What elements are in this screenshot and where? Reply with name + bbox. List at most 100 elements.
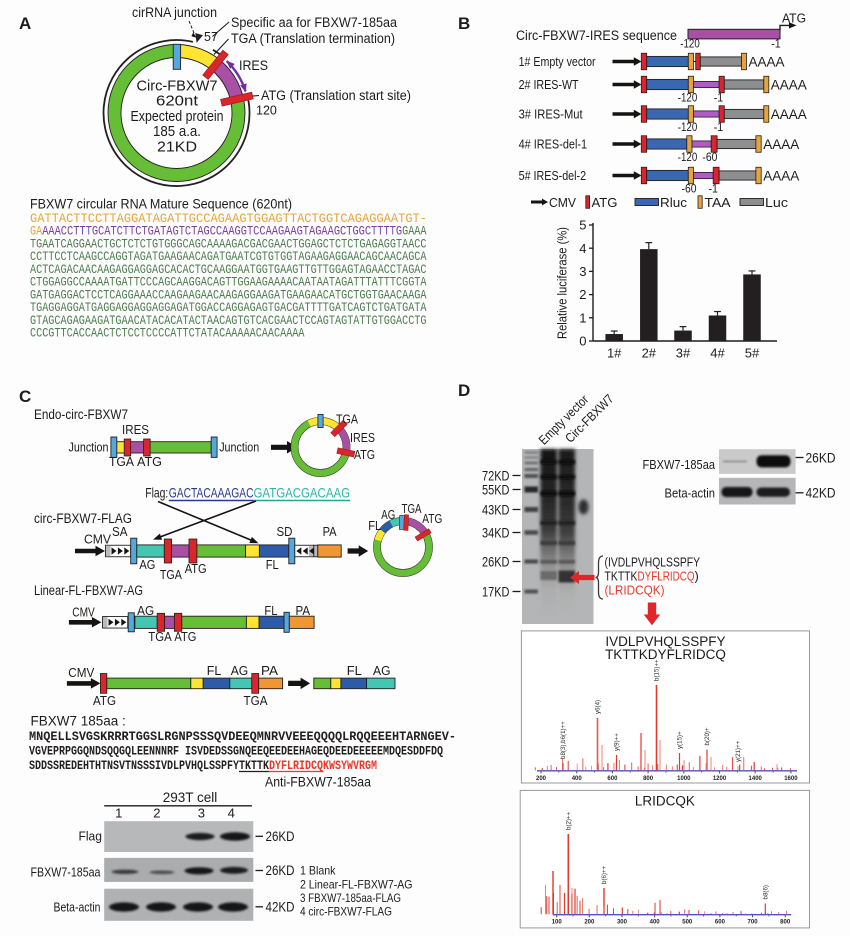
svg-text:-120: -120 xyxy=(678,150,698,164)
svg-text:Relative luciferase (%): Relative luciferase (%) xyxy=(555,227,570,339)
svg-text:ATG: ATG xyxy=(354,448,375,462)
svg-text:GATGAGGACTCCTCAGGAAACCAAGAAGAA: GATGAGGACTCCTCAGGAAACCAAGAAGAACAAGAGGAAG… xyxy=(30,288,427,302)
svg-text:FBXW7-185aa: FBXW7-185aa xyxy=(643,457,716,472)
svg-text:4# IRES-del-1: 4# IRES-del-1 xyxy=(519,137,588,152)
svg-text:4: 4 xyxy=(228,806,235,821)
svg-text:y6(4): y6(4) xyxy=(595,700,602,714)
svg-text:circ-FBXW7-FLAG: circ-FBXW7-FLAG xyxy=(34,511,132,526)
svg-text:34KD: 34KD xyxy=(482,525,510,540)
svg-text:GA: GA xyxy=(30,225,43,239)
svg-text:Specific aa for FBXW7-185aa: Specific aa for FBXW7-185aa xyxy=(231,15,397,30)
svg-text:-1: -1 xyxy=(714,120,724,134)
svg-text:IVDLPVHQLSSPFY: IVDLPVHQLSSPFY xyxy=(605,634,725,649)
svg-text:TGA: TGA xyxy=(160,568,183,582)
svg-text:FBXW7 185aa :: FBXW7 185aa : xyxy=(31,714,126,729)
svg-text:GTAGCAGAGAAGATGAACATACACATACTA: GTAGCAGAGAAGATGAACATACACATACTAACAGTGTCAC… xyxy=(30,314,427,328)
svg-text:5: 5 xyxy=(579,218,586,233)
svg-text:1#: 1# xyxy=(607,346,622,361)
svg-text:GACTACAAAGAC: GACTACAAAGAC xyxy=(169,485,254,501)
svg-text:TGA: TGA xyxy=(402,502,423,516)
svg-text:600: 600 xyxy=(715,920,726,926)
svg-text:LRIDCQK: LRIDCQK xyxy=(635,793,695,808)
svg-text:600: 600 xyxy=(607,776,618,782)
svg-text:ATG: ATG xyxy=(137,454,162,469)
svg-text:FL: FL xyxy=(347,664,362,678)
svg-text:b(2)++: b(2)++ xyxy=(565,811,572,830)
svg-text:AAAA: AAAA xyxy=(749,54,785,69)
svg-text:TGAATCAGGAACTGCTCTCTGTGGGCAGCA: TGAATCAGGAACTGCTCTCTGTGGGCAGCAAAAGACGACG… xyxy=(30,237,427,251)
svg-text:1400: 1400 xyxy=(749,776,763,782)
svg-text:-1: -1 xyxy=(771,37,781,51)
svg-text:MNQELLSVGSKRRRTGGSLRGNPSSSQVDE: MNQELLSVGSKRRRTGGSLRGNPSSSQVDEEQMNRVVEEE… xyxy=(29,729,456,744)
svg-text:Junction: Junction xyxy=(69,440,109,455)
svg-text:TGA: TGA xyxy=(148,629,172,644)
svg-text:TGA: TGA xyxy=(109,454,134,469)
svg-text:Anti-FBXW7-185aa: Anti-FBXW7-185aa xyxy=(265,775,371,790)
svg-text:3# IRES-Mut: 3# IRES-Mut xyxy=(519,107,583,122)
svg-text:AG: AG xyxy=(231,664,249,678)
svg-text:2#: 2# xyxy=(642,346,657,361)
svg-text:TKTTK: TKTTK xyxy=(605,569,638,584)
svg-text:2: 2 xyxy=(579,287,586,302)
svg-text:FL: FL xyxy=(266,558,279,572)
svg-text:cirRNA junction: cirRNA junction xyxy=(132,5,217,20)
svg-text:1: 1 xyxy=(115,806,122,821)
svg-text:C: C xyxy=(19,387,31,406)
svg-text:CMV: CMV xyxy=(549,195,576,210)
svg-text:PA: PA xyxy=(261,664,279,678)
svg-text:TGA: TGA xyxy=(336,413,359,427)
svg-text:2 Linear-FL-FBXW7-AG: 2 Linear-FL-FBXW7-AG xyxy=(300,878,413,892)
svg-text:b(20)+: b(20)+ xyxy=(704,727,711,745)
svg-text:17KD: 17KD xyxy=(482,584,510,599)
svg-text:GATGACGACAAG: GATGACGACAAG xyxy=(254,485,351,501)
svg-text:700: 700 xyxy=(748,920,759,926)
svg-text:TGA: TGA xyxy=(244,693,268,708)
svg-text:FL: FL xyxy=(368,519,381,533)
svg-text:TAA: TAA xyxy=(705,195,731,210)
svg-text:VGVEPRPGGQNDSQQGQLEENNNRF ISVD: VGVEPRPGGQNDSQQGQLEENNNRF ISVDEDSSGNQEEQ… xyxy=(29,744,443,759)
svg-text:1200: 1200 xyxy=(713,776,727,782)
svg-text:-60: -60 xyxy=(682,181,697,195)
svg-text:A: A xyxy=(19,14,31,33)
svg-text:b8(6): b8(6) xyxy=(762,885,769,899)
svg-text:ATG: ATG xyxy=(592,195,618,210)
svg-text:FL: FL xyxy=(264,604,277,618)
svg-text:42KD: 42KD xyxy=(266,899,295,914)
svg-text:3: 3 xyxy=(198,806,205,821)
svg-text:55KD: 55KD xyxy=(482,482,510,497)
svg-text:26KD: 26KD xyxy=(806,450,836,465)
svg-text:26KD: 26KD xyxy=(266,829,295,844)
svg-text:43KD: 43KD xyxy=(482,502,510,517)
svg-text:AAAA: AAAA xyxy=(763,137,799,152)
svg-text:1 Blank: 1 Blank xyxy=(300,864,336,878)
svg-text:D: D xyxy=(458,381,470,400)
svg-text:200: 200 xyxy=(536,776,547,782)
svg-text:800: 800 xyxy=(643,776,654,782)
svg-text:4: 4 xyxy=(579,241,586,256)
svg-text:Luc: Luc xyxy=(765,195,789,210)
svg-text:SA: SA xyxy=(112,525,128,539)
svg-text:Linear-FL-FBXW7-AG: Linear-FL-FBXW7-AG xyxy=(34,583,143,598)
svg-text:1000: 1000 xyxy=(677,776,691,782)
svg-text:2: 2 xyxy=(153,806,160,821)
svg-text:(LRIDCQK): (LRIDCQK) xyxy=(605,583,665,598)
svg-text:y(21)++: y(21)++ xyxy=(735,740,742,762)
svg-text:TGA (Translation termination): TGA (Translation termination) xyxy=(231,31,395,46)
svg-text:TKTTKDYFLRIDCQ: TKTTKDYFLRIDCQ xyxy=(605,647,726,662)
svg-text:IRES: IRES xyxy=(239,58,268,73)
svg-text:SD: SD xyxy=(277,525,293,539)
svg-text:b(6)++: b(6)++ xyxy=(601,865,608,884)
svg-text:26KD: 26KD xyxy=(482,554,510,569)
svg-text:Flag: Flag xyxy=(79,829,103,844)
svg-text:AAAA: AAAA xyxy=(763,168,799,183)
svg-text:Circ-FBXW7-IRES sequence: Circ-FBXW7-IRES sequence xyxy=(516,28,677,43)
svg-text:4 circ-FBXW7-FLAG: 4 circ-FBXW7-FLAG xyxy=(300,905,392,919)
svg-text:400: 400 xyxy=(572,776,583,782)
svg-text:ATG: ATG xyxy=(93,693,116,708)
svg-text:CTGGAGGCCAAAATGATTCCCAGCAAGGAC: CTGGAGGCCAAAATGATTCCCAGCAAGGACAGTTGGAAGA… xyxy=(30,276,427,290)
svg-text:Rluc: Rluc xyxy=(660,195,688,210)
svg-text:Junction: Junction xyxy=(219,440,259,455)
svg-text:42KD: 42KD xyxy=(806,486,836,501)
svg-text:(IVDLPVHQLSSPFY: (IVDLPVHQLSSPFY xyxy=(605,555,701,570)
svg-text:Beta-actin: Beta-actin xyxy=(665,486,716,501)
